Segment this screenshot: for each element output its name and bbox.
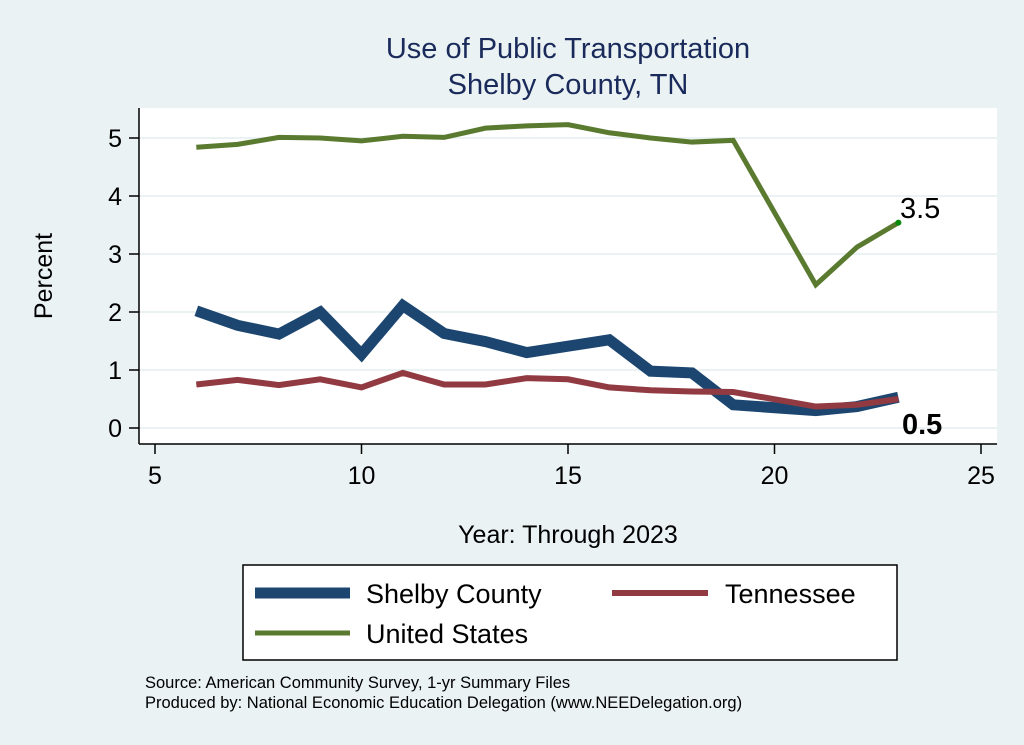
y-axis-label: Percent [30, 233, 58, 319]
series-line-united-states [196, 122, 900, 289]
plot-area [139, 108, 997, 444]
legend-label-shelby: Shelby County [366, 579, 542, 609]
y-tick-label: 4 [108, 183, 122, 211]
chart-title: Use of Public Transportation [386, 33, 750, 65]
source-note: Source: American Community Survey, 1-yr … [145, 674, 570, 692]
legend-label-tennessee: Tennessee [725, 579, 856, 609]
x-tick-label: 10 [348, 462, 376, 490]
y-tick-label: 3 [108, 241, 122, 269]
annotation-us: 3.5 [900, 193, 940, 225]
x-tick-label: 20 [761, 462, 789, 490]
y-tick-label: 5 [108, 125, 122, 153]
legend-label-us: United States [366, 619, 528, 649]
annotation-shelby: 0.5 [902, 409, 942, 441]
legend: Shelby County Tennessee United States [242, 564, 898, 661]
y-tick-label: 1 [108, 357, 122, 385]
end-point-marker [895, 219, 902, 226]
y-tick-label: 2 [108, 299, 122, 327]
chart-subtitle: Shelby County, TN [448, 69, 689, 101]
x-tick-label: 5 [148, 462, 162, 490]
producer-note: Produced by: National Economic Education… [145, 694, 742, 712]
axis-ticks: 0 1 2 3 4 5 5 10 15 20 25 [108, 125, 995, 490]
series-line-shelby-county [194, 298, 900, 417]
x-tick-label: 15 [554, 462, 582, 490]
series-lines [194, 122, 902, 417]
x-axis-label: Year: Through 2023 [458, 521, 678, 549]
x-tick-label: 25 [967, 462, 995, 490]
y-tick-label: 0 [108, 415, 122, 443]
series-line-tennessee [195, 369, 899, 410]
